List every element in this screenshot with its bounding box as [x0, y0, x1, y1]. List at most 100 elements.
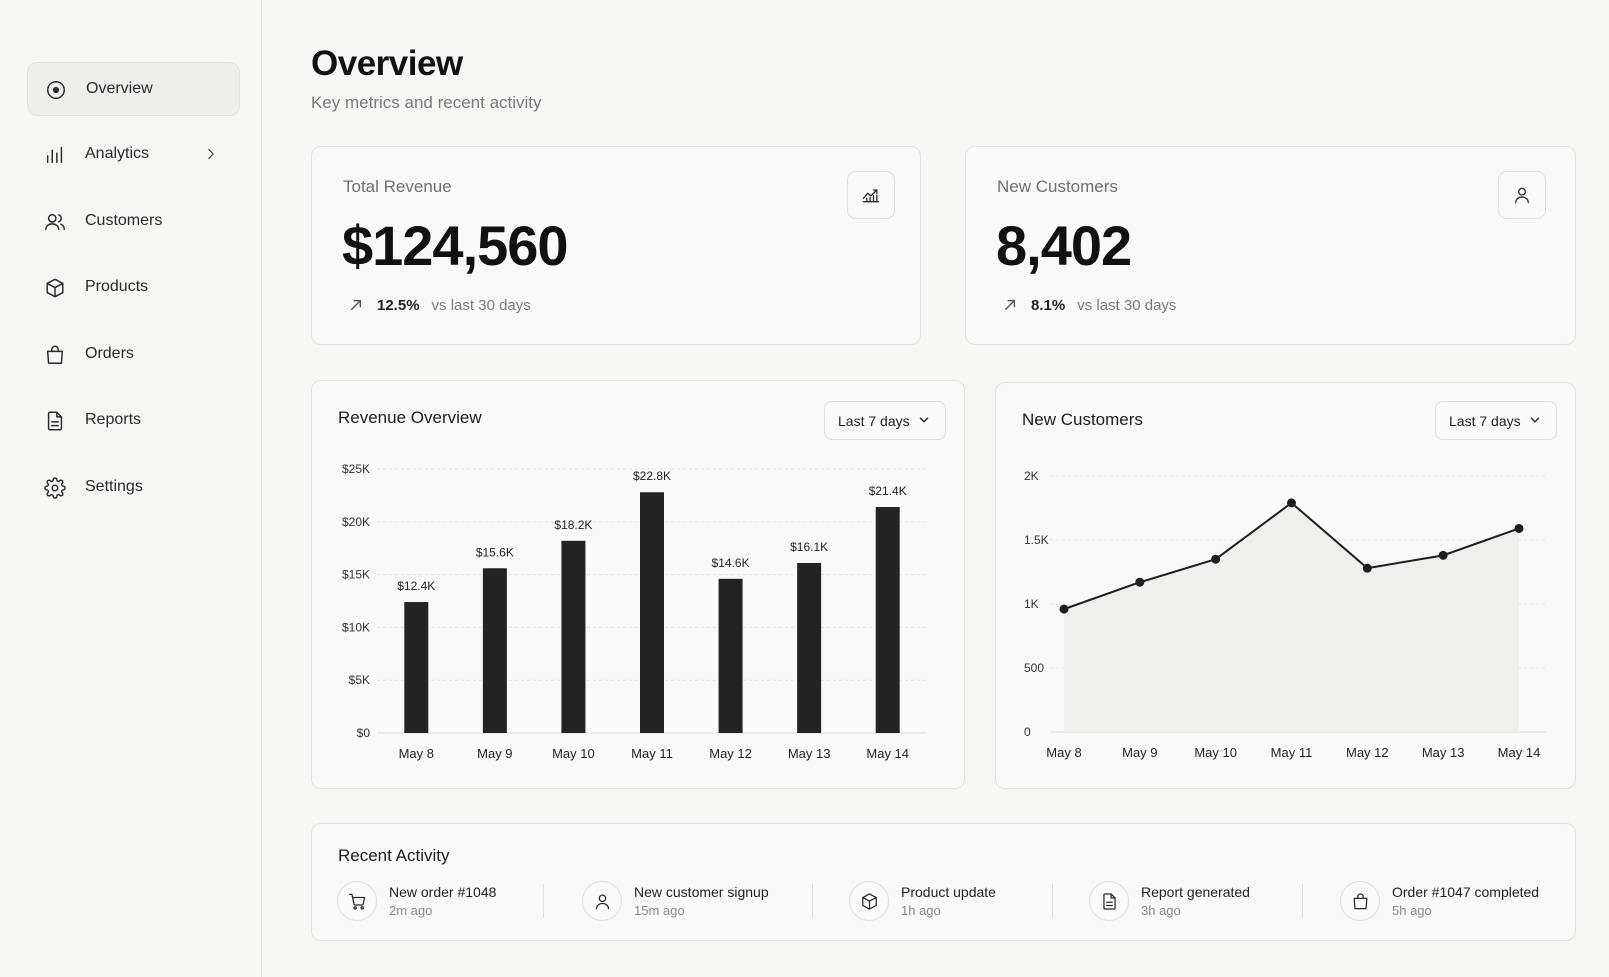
- kpi-card-revenue: Total Revenue $124,560 12.5% vs last 30 …: [311, 146, 921, 345]
- chart-title: New Customers: [1022, 410, 1143, 429]
- activity-title: Order #1047 completed: [1392, 884, 1540, 900]
- bar: [482, 568, 507, 733]
- activity-title: New customer signup: [634, 884, 769, 900]
- kpi-change-comparison: vs last 30 days: [431, 297, 531, 314]
- file-text-icon: [1089, 881, 1129, 921]
- recent-activity-card: Recent Activity New order #1048 2m ago N…: [311, 823, 1576, 941]
- divider: [543, 884, 544, 918]
- date-range-value: Last 7 days: [1449, 412, 1521, 429]
- page-subtitle: Key metrics and recent activity: [311, 93, 542, 112]
- chart-title: Revenue Overview: [338, 408, 482, 427]
- shopping-bag-icon: [43, 343, 67, 367]
- kpi-value: 8,402: [996, 214, 1132, 277]
- y-tick-label: $20K: [342, 515, 370, 529]
- divider: [1052, 884, 1053, 918]
- activity-time: 3h ago: [1141, 903, 1181, 918]
- sidebar-item-analytics[interactable]: Analytics: [27, 128, 240, 182]
- data-point: [1135, 577, 1145, 587]
- bar: [718, 578, 743, 733]
- revenue-bar-chart: $0 $5K $10K $15K $20K $25K $12.4K May 8 $15.6K Ma…: [342, 462, 927, 761]
- activity-item[interactable]: New customer signup 15m ago: [582, 880, 769, 922]
- y-tick-label: $5K: [349, 673, 370, 687]
- activity-title: New order #1048: [389, 884, 497, 900]
- data-point: [1211, 554, 1221, 564]
- date-range-value: Last 7 days: [838, 412, 910, 429]
- date-range-select[interactable]: Last 7 days: [1435, 401, 1557, 440]
- sidebar-item-customers[interactable]: Customers: [27, 195, 240, 249]
- data-point: [1514, 523, 1524, 533]
- x-tick-label: May 14: [1498, 745, 1541, 760]
- y-tick-label: 2K: [1024, 469, 1039, 483]
- activity-item[interactable]: New order #1048 2m ago: [337, 880, 496, 922]
- data-point: [1438, 550, 1448, 560]
- customers-chart-card: New Customers Last 7 days 0 500 1K 1.5K 2K Ma…: [995, 382, 1576, 789]
- kpi-value: $124,560: [342, 214, 569, 277]
- activity-time: 1h ago: [901, 903, 941, 918]
- x-tick-label: May 14: [866, 746, 909, 761]
- x-tick-label: May 11: [1271, 745, 1313, 760]
- y-tick-label: $10K: [342, 620, 370, 634]
- date-range-select[interactable]: Last 7 days: [824, 401, 946, 440]
- bar: [404, 602, 429, 733]
- user-icon[interactable]: [1498, 171, 1546, 219]
- x-tick-label: May 12: [1346, 745, 1389, 760]
- x-tick-label: May 13: [1422, 745, 1465, 760]
- sidebar-item-label: Products: [85, 278, 149, 295]
- activity-time: 2m ago: [389, 903, 433, 918]
- sidebar-item-products[interactable]: Products: [27, 261, 240, 315]
- kpi-change: 8.1% vs last 30 days: [1003, 297, 1176, 314]
- box-icon: [43, 276, 67, 300]
- kpi-change-percent: 8.1%: [1031, 297, 1066, 314]
- sidebar-item-reports[interactable]: Reports: [27, 394, 240, 448]
- customers-line-chart: 0 500 1K 1.5K 2K May 8 May 9 May 10 May 11 May 12…: [1024, 469, 1547, 760]
- kpi-change-comparison: vs last 30 days: [1077, 297, 1177, 314]
- kpi-card-customers: New Customers 8,402 8.1% vs last 30 days: [965, 146, 1576, 345]
- bar-chart-icon: [43, 143, 67, 167]
- y-tick-label: $0: [357, 726, 371, 740]
- sidebar-item-label: Overview: [86, 80, 153, 97]
- data-label: $22.8K: [633, 469, 671, 483]
- activity-item[interactable]: Report generated 3h ago: [1089, 880, 1250, 922]
- chevron-right-icon: [202, 145, 222, 165]
- sidebar-item-label: Analytics: [85, 145, 150, 162]
- data-label: $12.4K: [397, 579, 435, 593]
- file-text-icon: [43, 409, 67, 433]
- overview-icon: [44, 78, 68, 102]
- bar: [561, 540, 586, 733]
- x-tick-label: May 12: [709, 746, 752, 761]
- activity-time: 5h ago: [1392, 903, 1432, 918]
- kpi-change: 12.5% vs last 30 days: [349, 297, 531, 314]
- activity-item[interactable]: Product update 1h ago: [849, 880, 996, 922]
- chevron-down-icon: [1528, 413, 1544, 429]
- activity-title: Report generated: [1141, 884, 1250, 900]
- y-tick-label: 0: [1024, 725, 1031, 739]
- y-tick-label: 1K: [1024, 597, 1039, 611]
- kpi-change-percent: 12.5%: [377, 297, 420, 314]
- data-label: $16.1K: [790, 540, 828, 554]
- revenue-chart-card: Revenue Overview Last 7 days $0 $5K $10K $1…: [311, 380, 965, 789]
- sidebar-item-settings[interactable]: Settings: [27, 461, 240, 515]
- x-tick-label: May 13: [788, 746, 831, 761]
- x-tick-label: May 11: [631, 746, 673, 761]
- sidebar: Overview Analytics Customers Products Or…: [0, 0, 262, 977]
- y-tick-label: 500: [1024, 661, 1044, 675]
- sidebar-item-orders[interactable]: Orders: [27, 328, 240, 382]
- x-tick-label: May 9: [477, 746, 512, 761]
- cart-icon: [337, 881, 377, 921]
- data-point: [1059, 604, 1069, 614]
- x-tick-label: May 9: [1122, 745, 1157, 760]
- sidebar-item-overview[interactable]: Overview: [27, 62, 240, 116]
- activity-item[interactable]: Order #1047 completed 5h ago: [1340, 880, 1539, 922]
- y-tick-label: $15K: [342, 568, 370, 582]
- chevron-down-icon: [917, 413, 933, 429]
- data-point: [1287, 498, 1296, 508]
- bar: [640, 492, 664, 733]
- trend-chart-icon[interactable]: [847, 171, 895, 219]
- arrow-up-right-icon: [1003, 298, 1019, 314]
- arrow-up-right-icon: [349, 298, 365, 314]
- x-tick-label: May 8: [1046, 745, 1081, 760]
- area-fill: [1064, 502, 1519, 732]
- sidebar-item-label: Customers: [85, 212, 163, 229]
- section-title: Recent Activity: [338, 846, 450, 865]
- kpi-label: Total Revenue: [343, 177, 452, 196]
